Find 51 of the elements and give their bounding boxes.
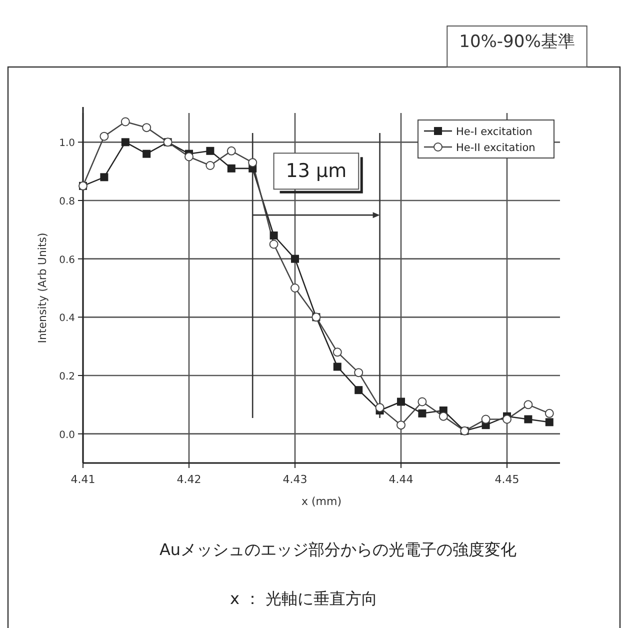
y-tick-label: 0.8 <box>59 196 75 208</box>
point <box>545 418 554 426</box>
point <box>270 232 278 240</box>
point <box>120 117 130 126</box>
point <box>397 398 405 406</box>
x-tick-label: 4.43 <box>282 473 308 486</box>
point <box>438 412 448 421</box>
point <box>333 362 342 371</box>
y-tick-label: 0.0 <box>59 430 75 441</box>
x-tick-label: 4.45 <box>494 473 520 486</box>
text: x ： 光軸に垂直方向 <box>230 589 378 608</box>
point <box>375 403 384 412</box>
point <box>100 132 109 141</box>
point <box>121 138 130 146</box>
text: Auメッシュのエッジ部分からの光電子の強度変化 <box>159 540 517 559</box>
y-tick-label: 0.2 <box>59 372 75 382</box>
x-tick-label: 4.44 <box>388 473 414 486</box>
chart-title: 10%-90%基準 <box>459 32 575 52</box>
y-tick-label: 0.6 <box>59 254 75 266</box>
point <box>206 161 215 170</box>
y-axis-title: Intensity (Arb Units) <box>36 232 49 344</box>
point <box>100 173 108 182</box>
point <box>142 123 152 132</box>
point <box>418 397 427 406</box>
point <box>184 152 194 162</box>
point <box>481 414 490 424</box>
x-tick-label: 4.42 <box>176 473 202 486</box>
point <box>524 400 533 410</box>
point <box>524 415 532 424</box>
legend-label: He-I excitation <box>456 126 532 138</box>
x-axis-title: x (mm) <box>301 495 342 508</box>
point <box>142 150 151 158</box>
y-tick-label: 0.4 <box>59 313 75 324</box>
point <box>354 368 364 378</box>
point <box>354 386 363 394</box>
y-tick-label: 1.0 <box>59 138 75 150</box>
point <box>396 420 406 430</box>
point <box>248 158 258 168</box>
point <box>332 348 342 357</box>
point <box>269 240 278 249</box>
point <box>502 414 512 424</box>
point <box>290 284 300 292</box>
point <box>291 254 299 263</box>
point <box>418 409 426 418</box>
point <box>226 146 236 156</box>
annotation: 13 µm <box>286 160 347 182</box>
point <box>206 146 214 155</box>
legend-label: He-II excitation <box>456 142 536 154</box>
point <box>227 164 236 172</box>
point <box>544 408 554 418</box>
x-tick-label: 4.41 <box>70 473 96 486</box>
